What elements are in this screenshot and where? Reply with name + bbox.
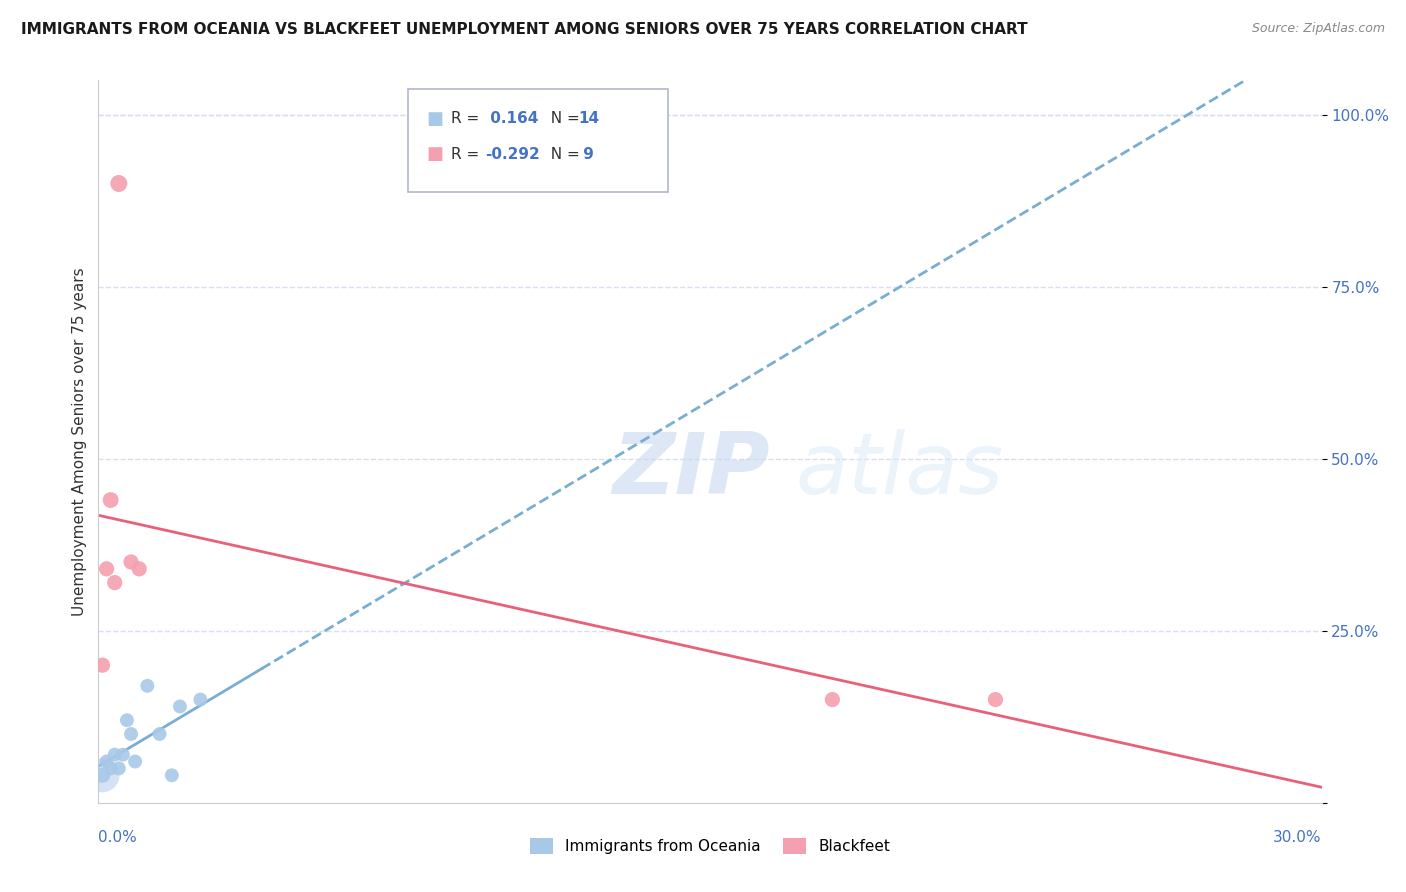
Point	[96, 755, 118, 769]
Point	[149, 727, 172, 741]
Point	[128, 562, 150, 576]
Text: R =: R =	[451, 147, 485, 161]
Text: ZIP: ZIP	[612, 429, 770, 512]
Point	[91, 768, 114, 782]
Text: ■: ■	[426, 110, 443, 128]
Point	[96, 562, 118, 576]
Text: R =: R =	[451, 112, 485, 126]
Text: Source: ZipAtlas.com: Source: ZipAtlas.com	[1251, 22, 1385, 36]
Point	[91, 658, 114, 673]
Text: atlas: atlas	[796, 429, 1004, 512]
Point	[160, 768, 183, 782]
Text: -0.292: -0.292	[485, 147, 540, 161]
Text: 9: 9	[578, 147, 593, 161]
Text: ■: ■	[426, 145, 443, 163]
Text: 14: 14	[578, 112, 599, 126]
Point	[821, 692, 844, 706]
Point	[108, 761, 131, 775]
Point	[984, 692, 1007, 706]
Text: N =: N =	[541, 147, 585, 161]
Point	[91, 768, 114, 782]
Point	[120, 727, 142, 741]
Point	[100, 493, 122, 508]
Text: 0.164: 0.164	[485, 112, 538, 126]
Point	[108, 177, 131, 191]
Text: 30.0%: 30.0%	[1274, 830, 1322, 846]
Y-axis label: Unemployment Among Seniors over 75 years: Unemployment Among Seniors over 75 years	[72, 268, 87, 615]
Text: N =: N =	[541, 112, 585, 126]
Point	[100, 761, 122, 775]
Point	[111, 747, 134, 762]
Point	[120, 555, 142, 569]
Point	[115, 713, 138, 727]
Point	[124, 755, 146, 769]
Point	[188, 692, 212, 706]
Text: 0.0%: 0.0%	[98, 830, 138, 846]
Legend: Immigrants from Oceania, Blackfeet: Immigrants from Oceania, Blackfeet	[523, 832, 897, 860]
Point	[104, 747, 127, 762]
Point	[169, 699, 191, 714]
Point	[104, 575, 127, 590]
Point	[136, 679, 159, 693]
Text: IMMIGRANTS FROM OCEANIA VS BLACKFEET UNEMPLOYMENT AMONG SENIORS OVER 75 YEARS CO: IMMIGRANTS FROM OCEANIA VS BLACKFEET UNE…	[21, 22, 1028, 37]
